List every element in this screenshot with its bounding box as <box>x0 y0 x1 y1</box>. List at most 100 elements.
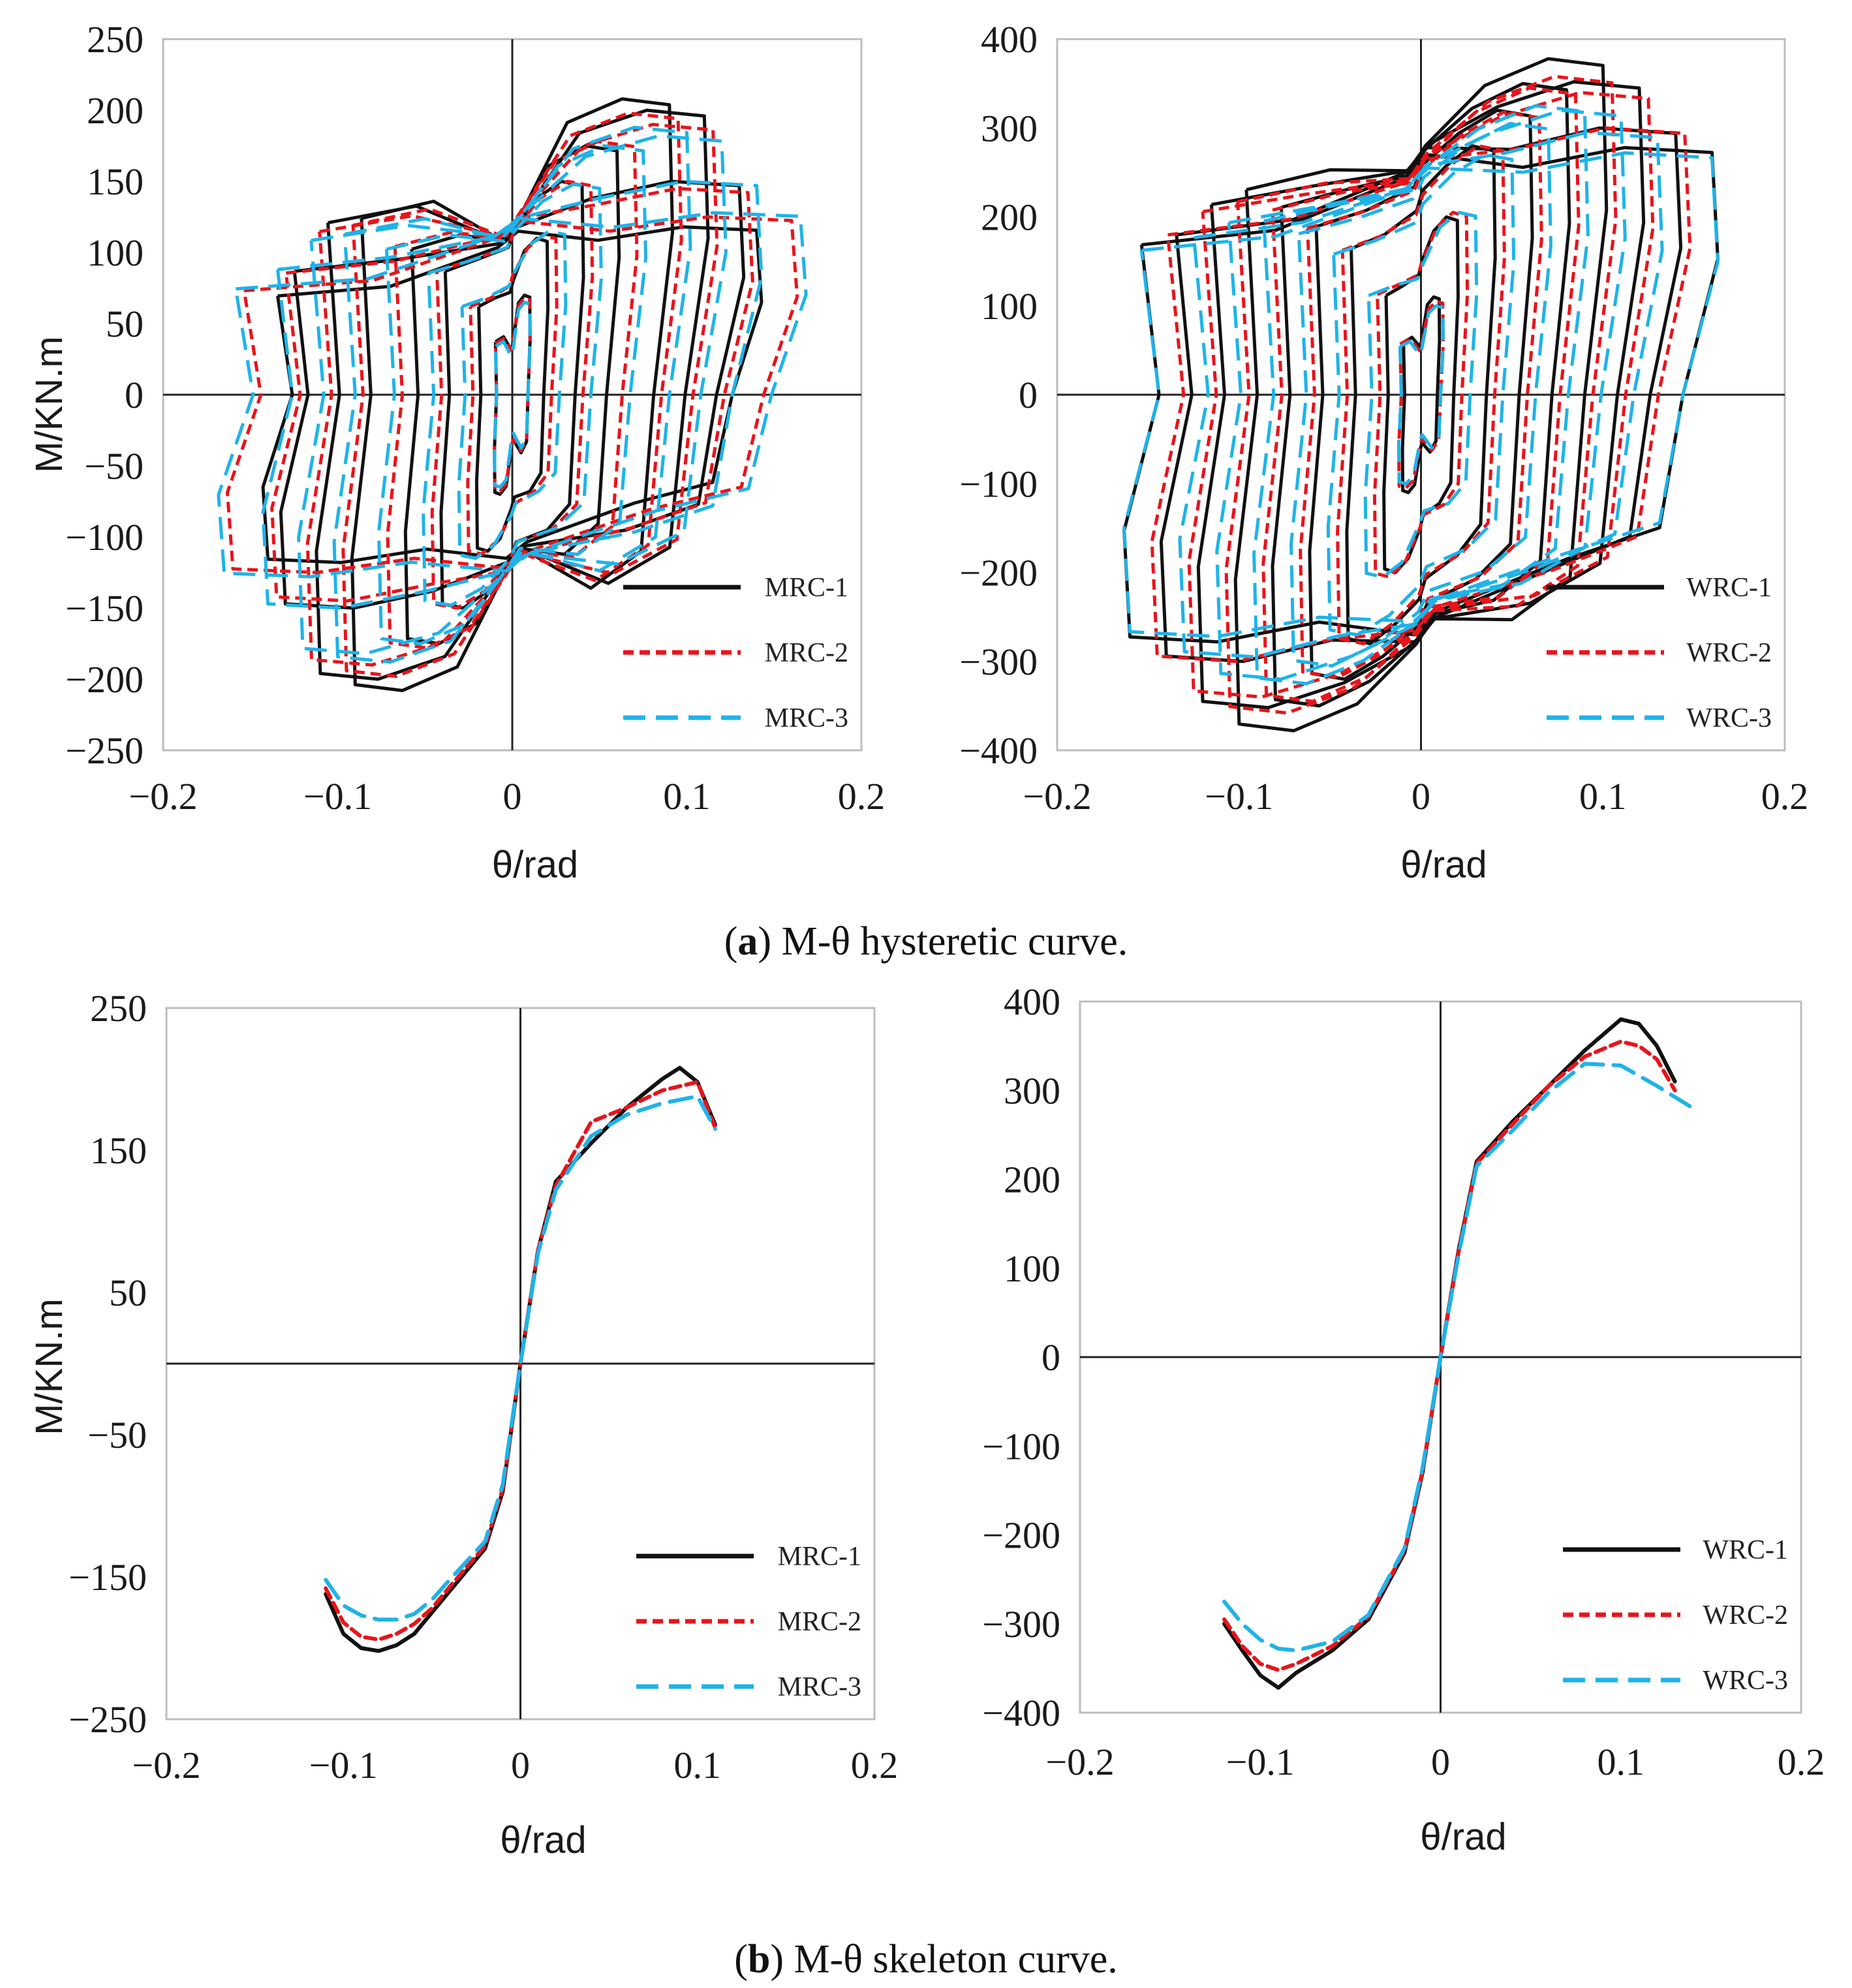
x-tick-label: 0 <box>1412 775 1430 818</box>
y-tick-label: 0 <box>1019 374 1038 416</box>
y-tick-label: 150 <box>87 161 144 203</box>
loop-MRC-3-2 <box>457 229 568 560</box>
x-tick-label: −0.2 <box>129 775 197 818</box>
caption-a: (a) M-θ hysteretic curve. <box>724 919 1128 964</box>
loop-MRC-2-3 <box>430 179 594 610</box>
y-tick-label: 400 <box>981 18 1038 61</box>
plot-area <box>1080 1002 1801 1713</box>
plot-area <box>166 1008 874 1719</box>
loop-WRC-3-8 <box>1122 151 1720 639</box>
y-tick-label: −100 <box>65 516 144 558</box>
series-WRC-3 <box>1122 104 1720 686</box>
x-tick-label: 0.1 <box>1579 775 1627 818</box>
y-tick-label: −300 <box>959 641 1038 683</box>
loop-WRC-2-1 <box>1397 299 1445 490</box>
x-tick-label: 0.1 <box>1597 1741 1645 1783</box>
legend-label-WRC-3: WRC-3 <box>1703 1666 1788 1696</box>
x-tick-label: −0.1 <box>1226 1741 1295 1783</box>
legend: MRC-1 MRC-2 MRC-3 <box>636 1542 861 1702</box>
y-tick-label: 400 <box>1004 981 1060 1023</box>
y-tick-label: 100 <box>981 285 1038 328</box>
legend-label-MRC-2: MRC-2 <box>778 1607 861 1637</box>
loop-MRC-3-1 <box>493 300 532 489</box>
y-tick-label: 300 <box>981 107 1038 149</box>
plot-area <box>163 39 861 750</box>
series-MRC-3 <box>324 1094 717 1622</box>
y-tick-label: 50 <box>109 1272 147 1314</box>
legend: WRC-1 WRC-2 WRC-3 <box>1563 1535 1788 1696</box>
legend-label-MRC-2: MRC-2 <box>765 638 848 668</box>
y-tick-label: −150 <box>69 1556 147 1598</box>
y-tick-label: −100 <box>959 463 1038 505</box>
y-tick-label: 200 <box>87 89 144 132</box>
loop-WRC-2-3 <box>1336 144 1506 645</box>
caption-b-text: M-θ skeleton curve. <box>794 1937 1118 1981</box>
x-tick-label: 0.1 <box>674 1744 722 1786</box>
x-axis-title: θ/rad <box>492 844 578 886</box>
chart-a-left: 250 200 150 100 50 0 −50 −100 −150 −200 −250−0.2 −0… <box>28 18 885 886</box>
y-tick-label: −100 <box>982 1425 1060 1467</box>
y-axis-title: M/KN.m <box>28 336 70 472</box>
y-tick-label: 150 <box>90 1129 147 1172</box>
legend-label-MRC-3: MRC-3 <box>778 1672 861 1702</box>
legend: WRC-1 WRC-2 WRC-3 <box>1547 573 1772 733</box>
y-tick-label: −50 <box>87 1414 147 1456</box>
loop-MRC-2-2 <box>466 234 559 556</box>
x-axis-title: θ/rad <box>500 1819 586 1861</box>
x-tick-label: 0.1 <box>663 775 711 818</box>
x-tick-label: 0 <box>511 1744 530 1786</box>
y-tick-label: −250 <box>69 1698 147 1741</box>
loop-WRC-2-2 <box>1372 211 1470 579</box>
y-tick-label: 0 <box>1042 1336 1060 1379</box>
legend-label-MRC-1: MRC-1 <box>778 1542 861 1572</box>
y-tick-label: −250 <box>65 729 144 772</box>
loop-MRC-3-8 <box>217 211 808 579</box>
chart-b-left: 250 150 50 −50 −150 −250−0.2 −0.1 0 0.1 0.2 θ/rad M… <box>28 987 898 1861</box>
x-tick-label: 0.2 <box>1761 775 1809 818</box>
loop-MRC-2-7 <box>270 187 754 603</box>
loop-MRC-3-3 <box>422 182 603 607</box>
y-tick-label: −300 <box>982 1603 1060 1645</box>
y-tick-label: 250 <box>90 987 147 1030</box>
y-tick-label: −200 <box>65 658 144 701</box>
y-tick-label: −200 <box>959 552 1038 594</box>
x-tick-label: 0 <box>503 775 522 818</box>
y-tick-label: −200 <box>982 1514 1060 1557</box>
x-tick-label: −0.2 <box>1045 1741 1114 1783</box>
loop-MRC-2-6 <box>305 123 719 667</box>
legend: MRC-1 MRC-2 MRC-3 <box>623 573 848 733</box>
curve-WRC-2 <box>1222 1039 1677 1672</box>
y-tick-label: 100 <box>1004 1247 1060 1290</box>
curve-WRC-3 <box>1222 1062 1695 1653</box>
legend-label-WRC-2: WRC-2 <box>1686 638 1772 668</box>
curve-MRC-3 <box>324 1094 717 1622</box>
loop-WRC-3-1 <box>1397 304 1445 485</box>
loop-MRC-1-8 <box>261 225 764 564</box>
y-axis-title: M/KN.m <box>28 1298 70 1435</box>
y-tick-label: −400 <box>982 1692 1060 1734</box>
loop-WRC-2-7 <box>1187 91 1655 699</box>
legend-label-WRC-1: WRC-1 <box>1703 1535 1788 1565</box>
x-tick-label: 0.2 <box>1778 1741 1825 1783</box>
loop-MRC-2-5 <box>341 111 683 679</box>
y-tick-label: 50 <box>106 303 144 345</box>
series-WRC-2 <box>1222 1039 1677 1672</box>
legend-label-WRC-2: WRC-2 <box>1703 1600 1788 1630</box>
y-tick-label: 300 <box>1004 1069 1060 1112</box>
chart-b-right: 400 300 200 100 0 −100 −200 −300 −400 −0.2 −0.1 0 0.… <box>982 981 1825 1858</box>
y-tick-label: −400 <box>959 729 1038 772</box>
chart-a-right: 400 300 200 100 0 −100 −200 −300 −400−0.2 −0.1 0 0.… <box>959 18 1808 886</box>
caption-a-text: M-θ hysteretic curve. <box>781 919 1128 964</box>
legend-label-WRC-1: WRC-1 <box>1686 573 1772 603</box>
loop-MRC-1-2 <box>474 236 550 553</box>
y-tick-label: 0 <box>125 374 144 416</box>
x-tick-label: −0.1 <box>303 775 372 818</box>
loop-WRC-3-7 <box>1178 130 1664 659</box>
x-tick-label: −0.1 <box>1205 775 1273 818</box>
caption-a-label: a <box>737 919 758 964</box>
x-tick-label: −0.2 <box>1023 775 1091 818</box>
y-tick-label: 100 <box>87 232 144 274</box>
series-MRC-3 <box>217 125 808 664</box>
x-tick-label: −0.1 <box>309 1744 378 1786</box>
loop-WRC-3-3 <box>1326 153 1516 637</box>
